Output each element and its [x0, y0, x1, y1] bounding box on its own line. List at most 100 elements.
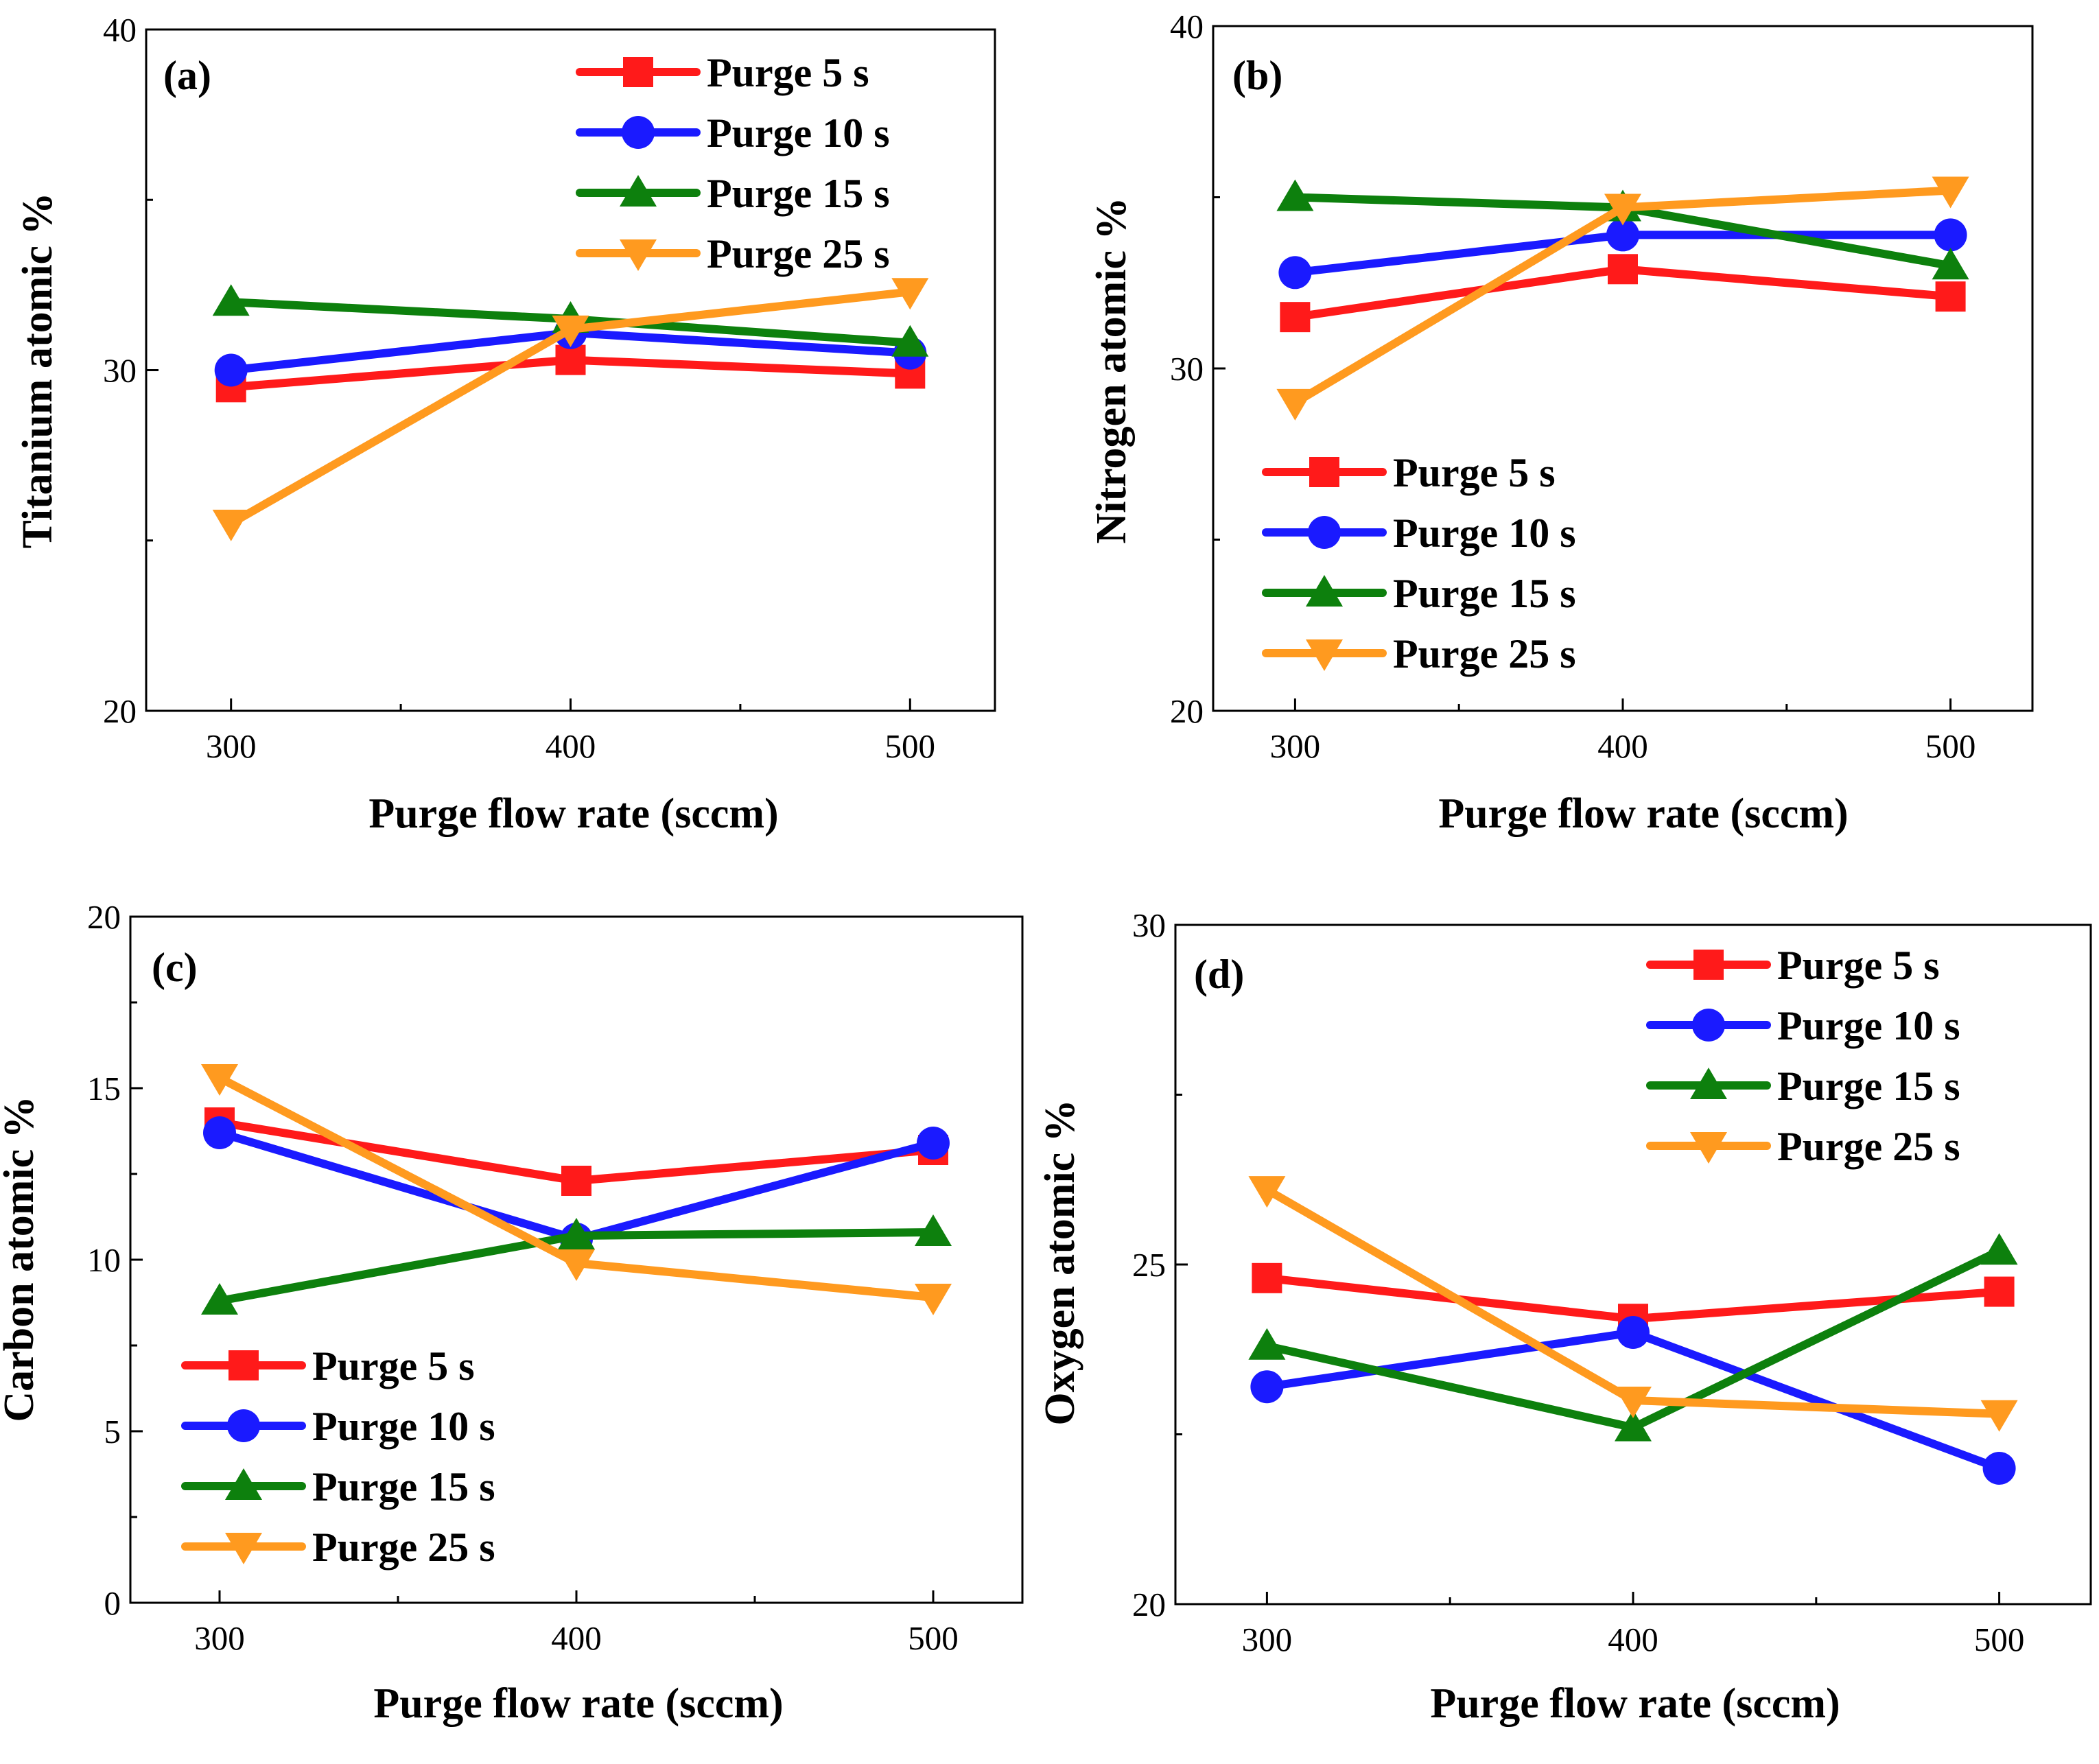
y-axis-title: Carbon atomic %	[0, 1096, 43, 1422]
data-point-purge-5-s	[1280, 302, 1311, 333]
legend-item-purge-10-s: Purge 10 s	[1262, 510, 1576, 556]
legend-marker	[1692, 1009, 1725, 1042]
x-axis-title: Purge flow rate (sccm)	[373, 1680, 783, 1727]
y-tick-label: 20	[87, 898, 121, 936]
data-point-purge-15-s	[1615, 1409, 1652, 1442]
data-point-purge-25-s	[1276, 388, 1314, 421]
panel-label: (a)	[163, 53, 211, 98]
x-tick-label: 400	[1597, 727, 1648, 765]
y-axis-title: Titanium atomic %	[14, 193, 61, 549]
data-point-purge-10-s	[203, 1116, 236, 1149]
legend-marker	[622, 116, 655, 149]
legend-marker	[1309, 457, 1339, 487]
legend-marker	[225, 1468, 262, 1500]
y-tick-label: 30	[1170, 350, 1204, 388]
x-axis-title: Purge flow rate (sccm)	[1430, 1680, 1840, 1727]
legend-marker	[1693, 950, 1724, 980]
data-point-purge-15-s	[1980, 1233, 2018, 1265]
data-point-purge-5-s	[1935, 281, 1966, 312]
legend-marker	[1690, 1132, 1727, 1164]
legend-item-purge-15-s: Purge 15 s	[576, 171, 890, 216]
y-tick-label: 20	[103, 692, 137, 730]
x-tick-label: 300	[1242, 1621, 1293, 1658]
data-point-purge-25-s	[891, 278, 929, 310]
legend-label: Purge 5 s	[707, 50, 869, 95]
legend-marker	[228, 1350, 259, 1380]
x-tick-label: 500	[908, 1619, 959, 1657]
x-axis-title: Purge flow rate (sccm)	[1438, 790, 1848, 837]
data-point-purge-15-s	[915, 1214, 952, 1246]
y-tick-label: 30	[1132, 906, 1166, 944]
legend-label: Purge 10 s	[1393, 510, 1576, 556]
y-axis-title: Nitrogen atomic %	[1088, 197, 1135, 543]
legend-label: Purge 15 s	[707, 171, 890, 216]
legend-item-purge-5-s: Purge 5 s	[1646, 943, 1940, 988]
legend-item-purge-15-s: Purge 15 s	[1262, 571, 1576, 616]
y-tick-label: 15	[87, 1070, 121, 1107]
plot-frame	[1212, 25, 2034, 712]
legend-item-purge-10-s: Purge 10 s	[1646, 1003, 1960, 1048]
y-tick-label: 0	[104, 1584, 121, 1622]
legend-label: Purge 25 s	[707, 231, 890, 277]
x-tick-label: 300	[1270, 727, 1321, 765]
data-point-purge-25-s	[212, 509, 250, 541]
legend-item-purge-5-s: Purge 5 s	[1262, 450, 1556, 495]
legend-item-purge-15-s: Purge 15 s	[181, 1464, 495, 1509]
y-tick-label: 30	[103, 352, 137, 390]
data-point-purge-10-s	[214, 353, 248, 387]
legend-label: Purge 25 s	[1393, 631, 1576, 677]
legend-item-purge-15-s: Purge 15 s	[1646, 1063, 1960, 1109]
x-tick-label: 400	[1608, 1621, 1658, 1658]
data-point-purge-5-s	[561, 1166, 591, 1196]
data-point-purge-10-s	[1250, 1370, 1284, 1404]
data-point-purge-10-s	[1617, 1316, 1650, 1349]
x-tick-label: 300	[194, 1619, 245, 1657]
y-tick-label: 20	[1132, 1586, 1166, 1623]
x-tick-label: 300	[206, 727, 257, 765]
legend-item-purge-10-s: Purge 10 s	[181, 1404, 495, 1449]
y-tick-label: 20	[1170, 692, 1204, 730]
legend-marker	[225, 1533, 262, 1564]
legend-label: Purge 15 s	[1393, 571, 1576, 616]
legend-marker	[1308, 516, 1341, 549]
data-point-purge-25-s	[201, 1064, 238, 1096]
data-point-purge-5-s	[1608, 254, 1638, 285]
legend-label: Purge 5 s	[312, 1343, 475, 1389]
legend-item-purge-25-s: Purge 25 s	[1646, 1124, 1960, 1169]
legend-label: Purge 25 s	[1777, 1124, 1960, 1169]
y-tick-label: 10	[87, 1241, 121, 1279]
legend-label: Purge 10 s	[1777, 1003, 1960, 1048]
legend-marker	[227, 1409, 260, 1442]
x-tick-label: 400	[551, 1619, 602, 1657]
legend-item-purge-25-s: Purge 25 s	[1262, 631, 1576, 677]
y-tick-label: 40	[1170, 8, 1204, 45]
x-axis-title: Purge flow rate (sccm)	[368, 790, 778, 837]
x-tick-label: 500	[1925, 727, 1976, 765]
legend-marker	[1306, 575, 1343, 607]
panel-b: 300 400 500 20 30 40 Purge flow rate (sccm) Nit…	[1088, 8, 2034, 837]
data-point-purge-25-s	[1248, 1176, 1286, 1208]
data-point-purge-5-s	[1252, 1262, 1282, 1293]
y-tick-label: 5	[104, 1413, 121, 1450]
legend-item-purge-25-s: Purge 25 s	[181, 1525, 495, 1570]
legend-item-purge-5-s: Purge 5 s	[576, 50, 869, 95]
y-tick-label: 40	[103, 11, 137, 49]
legend-label: Purge 25 s	[312, 1525, 495, 1570]
legend-label: Purge 10 s	[707, 110, 890, 156]
legend-item-purge-10-s: Purge 10 s	[576, 110, 890, 156]
data-point-purge-10-s	[1934, 218, 1967, 252]
data-point-purge-25-s	[915, 1284, 952, 1315]
data-point-purge-15-s	[201, 1283, 238, 1315]
panel-c: 300 400 500 0 5 10 15 20 Purge flow rate (sccm) C…	[0, 898, 1024, 1727]
legend-marker	[620, 239, 657, 271]
panel-d: 300 400 500 20 25 30 Purge flow rate (sccm) Oxy…	[1037, 906, 2092, 1727]
data-point-purge-5-s	[1984, 1276, 2015, 1307]
data-point-purge-25-s	[1980, 1400, 2018, 1432]
data-point-purge-10-s	[917, 1127, 950, 1160]
x-tick-label: 500	[885, 727, 936, 765]
panel-a: 300 400 500 20 30 40 Purge flow rate (sccm) Tit…	[14, 11, 996, 837]
data-point-purge-15-s	[891, 325, 929, 357]
data-point-purge-15-s	[1248, 1328, 1286, 1360]
panel-label: (d)	[1194, 952, 1244, 997]
